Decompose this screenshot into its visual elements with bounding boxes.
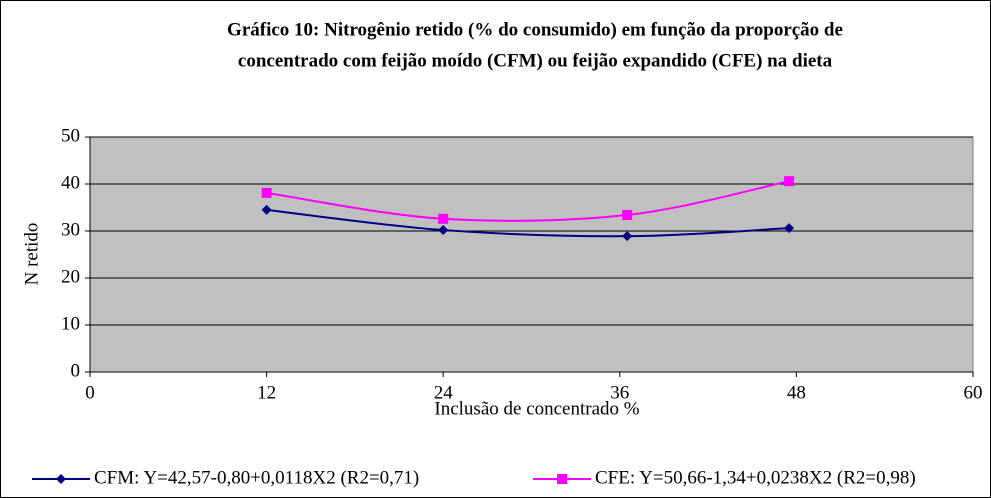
x-tick-label: 36 <box>610 382 629 403</box>
data-point <box>784 176 795 187</box>
chart-title: concentrado com feijão moído (CFM) ou fe… <box>238 50 833 71</box>
data-point <box>622 210 633 221</box>
y-axis-label: N retido <box>21 223 42 286</box>
data-point <box>784 223 795 234</box>
y-tick-label: 20 <box>61 266 80 287</box>
legend-label: CFE: Y=50,66-1,34+0,0238X2 (R2=0,98) <box>595 467 916 488</box>
legend-marker <box>56 474 66 484</box>
data-point <box>622 231 633 242</box>
data-point <box>438 225 449 236</box>
x-tick-label: 0 <box>85 382 95 403</box>
data-point <box>261 187 272 198</box>
legend-marker <box>557 474 567 484</box>
series-line <box>266 180 790 222</box>
chart-title: Gráfico 10: Nitrogênio retido (% do cons… <box>227 19 843 40</box>
series-line <box>266 208 790 238</box>
x-tick-label: 60 <box>964 382 983 403</box>
y-tick-label: 50 <box>61 125 80 146</box>
x-tick-label: 12 <box>257 382 276 403</box>
y-tick-label: 40 <box>61 172 80 193</box>
data-point <box>438 213 449 224</box>
x-axis-label: Inclusão de concentrado % <box>434 398 639 419</box>
plot-area <box>89 136 974 373</box>
y-tick-label: 0 <box>71 360 81 381</box>
data-point <box>261 204 272 215</box>
x-tick-label: 48 <box>787 382 806 403</box>
y-tick-label: 30 <box>61 219 80 240</box>
legend-label: CFM: Y=42,57-0,80+0,0118X2 (R2=0,71) <box>94 467 419 488</box>
x-tick-label: 24 <box>434 382 454 403</box>
y-tick-label: 10 <box>61 313 80 334</box>
